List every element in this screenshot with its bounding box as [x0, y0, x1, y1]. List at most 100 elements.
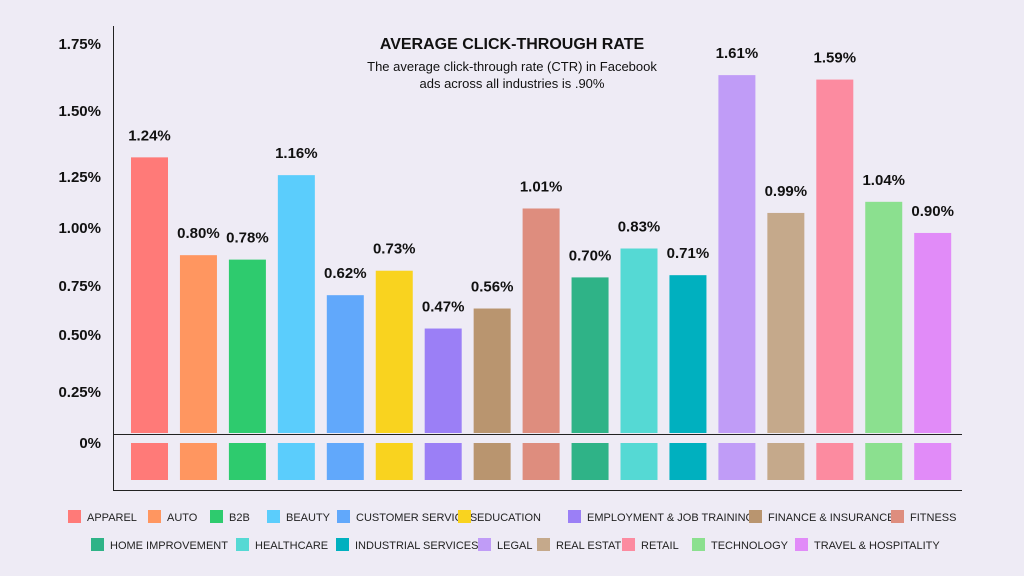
- legend-swatch-3: [267, 510, 280, 523]
- category-swatches: [131, 443, 952, 480]
- bar-15: [865, 201, 903, 433]
- legend-label-3: BEAUTY: [286, 512, 331, 524]
- legend-label-6: EMPLOYMENT & JOB TRAINING: [587, 512, 754, 524]
- y-axis: 0% 0.25% 0.50% 0.75% 1.00% 1.25% 1.50% 1.75%: [58, 36, 101, 452]
- legend-swatch-0: [68, 510, 81, 523]
- value-label-14: 1.59%: [814, 50, 857, 67]
- category-swatch-4: [326, 443, 364, 480]
- legend-label-15: TECHNOLOGY: [711, 540, 789, 552]
- value-label-11: 0.71%: [667, 245, 710, 262]
- value-label-12: 1.61%: [716, 45, 759, 62]
- category-swatch-15: [865, 443, 903, 480]
- y-tick-label: 0.50%: [58, 327, 101, 344]
- bar-3: [277, 175, 315, 434]
- bar-14: [816, 79, 854, 434]
- y-tick-label: 0%: [79, 435, 101, 452]
- category-swatch-16: [914, 443, 952, 480]
- legend-label-12: LEGAL: [497, 540, 532, 552]
- legend-swatch-10: [236, 538, 249, 551]
- category-swatch-13: [767, 443, 805, 480]
- bar-5: [375, 270, 413, 433]
- legend-swatch-14: [622, 538, 635, 551]
- bar-0: [131, 157, 168, 433]
- legend-swatch-11: [336, 538, 349, 551]
- bar-4: [326, 295, 364, 433]
- legend-swatch-8: [891, 510, 904, 523]
- bar-2: [228, 259, 266, 433]
- legend: APPAREL AUTO B2B BEAUTY CUSTOMER SERVICES EDU…: [68, 510, 956, 552]
- bar-10: [620, 248, 658, 433]
- value-label-16: 0.90%: [911, 203, 954, 220]
- bar-9: [571, 277, 609, 433]
- category-swatch-5: [375, 443, 413, 480]
- bar-16: [914, 232, 952, 433]
- legend-swatch-2: [210, 510, 223, 523]
- y-tick-label: 0.25%: [58, 384, 101, 401]
- legend-swatch-4: [337, 510, 350, 523]
- y-tick-label: 1.50%: [58, 103, 101, 120]
- chart-subtitle-line-2: ads across all industries is .90%: [420, 76, 605, 91]
- category-swatch-1: [179, 443, 217, 480]
- chart-subtitle-line-1: The average click-through rate (CTR) in …: [367, 59, 657, 74]
- legend-label-14: RETAIL: [641, 540, 679, 552]
- category-swatch-0: [131, 443, 168, 480]
- legend-swatch-15: [692, 538, 705, 551]
- legend-swatch-13: [537, 538, 550, 551]
- y-tick-label: 1.75%: [58, 36, 101, 53]
- value-label-13: 0.99%: [765, 183, 808, 200]
- legend-swatch-1: [148, 510, 161, 523]
- value-label-3: 1.16%: [275, 145, 318, 162]
- bar-7: [473, 308, 511, 433]
- legend-label-0: APPAREL: [87, 512, 137, 524]
- value-label-5: 0.73%: [373, 241, 416, 258]
- value-label-7: 0.56%: [471, 279, 514, 296]
- category-swatch-6: [424, 443, 462, 480]
- y-tick-label: 1.00%: [58, 220, 101, 237]
- legend-swatch-16: [795, 538, 808, 551]
- legend-label-13: REAL ESTATE: [556, 540, 629, 552]
- legend-label-9: HOME IMPROVEMENT: [110, 540, 228, 552]
- y-tick-label: 0.75%: [58, 278, 101, 295]
- category-swatch-3: [277, 443, 315, 480]
- legend-label-4: CUSTOMER SERVICES: [356, 512, 477, 524]
- chart-title: AVERAGE CLICK-THROUGH RATE: [380, 36, 645, 53]
- legend-swatch-6: [568, 510, 581, 523]
- category-swatch-9: [571, 443, 609, 480]
- bar-1: [179, 255, 217, 433]
- value-label-6: 0.47%: [422, 299, 465, 316]
- y-tick-label: 1.25%: [58, 169, 101, 186]
- bar-12: [718, 75, 756, 434]
- value-label-1: 0.80%: [177, 225, 220, 242]
- legend-label-8: FITNESS: [910, 512, 956, 524]
- bar-11: [669, 275, 707, 433]
- value-label-4: 0.62%: [324, 265, 367, 282]
- legend-swatch-12: [478, 538, 491, 551]
- legend-label-10: HEALTHCARE: [255, 540, 328, 552]
- value-label-2: 0.78%: [226, 230, 269, 247]
- bar-6: [424, 328, 462, 433]
- value-label-0: 1.24%: [128, 127, 171, 144]
- legend-label-2: B2B: [229, 512, 250, 524]
- legend-label-5: EDUCATION: [477, 512, 541, 524]
- value-label-10: 0.83%: [618, 219, 661, 236]
- legend-label-16: TRAVEL & HOSPITALITY: [814, 540, 940, 552]
- legend-swatch-5: [458, 510, 471, 523]
- category-swatch-10: [620, 443, 658, 480]
- legend-swatch-7: [749, 510, 762, 523]
- bars: [131, 75, 952, 434]
- category-swatch-12: [718, 443, 756, 480]
- legend-label-1: AUTO: [167, 512, 198, 524]
- category-swatch-7: [473, 443, 511, 480]
- category-swatch-2: [228, 443, 266, 480]
- value-label-9: 0.70%: [569, 247, 612, 264]
- category-swatch-14: [816, 443, 854, 480]
- legend-swatch-9: [91, 538, 104, 551]
- value-label-8: 1.01%: [520, 178, 563, 195]
- value-label-15: 1.04%: [862, 172, 905, 189]
- bar-8: [522, 208, 560, 433]
- category-swatch-8: [522, 443, 560, 480]
- legend-label-11: INDUSTRIAL SERVICES: [355, 540, 478, 552]
- value-labels: 1.24% 0.80% 0.78% 1.16% 0.62% 0.73% 0.47% 0.56%…: [128, 45, 954, 315]
- bar-13: [767, 212, 805, 433]
